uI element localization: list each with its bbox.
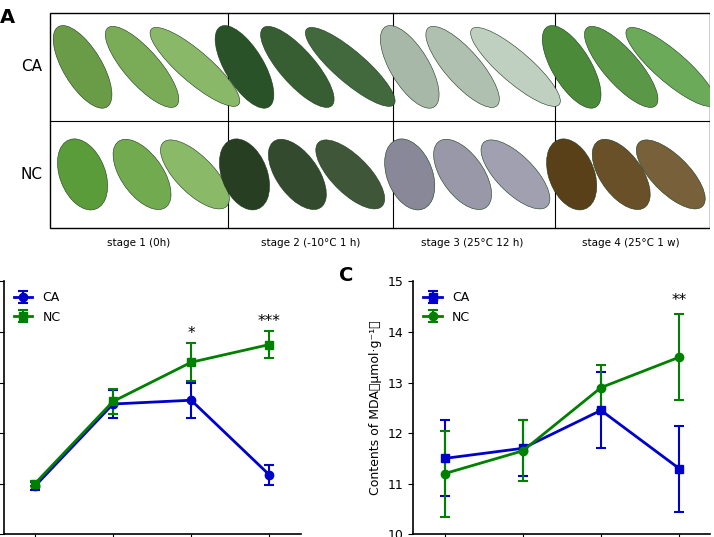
- Ellipse shape: [471, 27, 560, 106]
- Text: stage 2 (-10°C 1 h): stage 2 (-10°C 1 h): [261, 238, 361, 248]
- Ellipse shape: [543, 26, 601, 108]
- Ellipse shape: [381, 26, 439, 108]
- Ellipse shape: [626, 27, 714, 106]
- Ellipse shape: [426, 26, 499, 107]
- Text: **: **: [672, 293, 687, 308]
- Legend: CA, NC: CA, NC: [420, 287, 474, 328]
- Ellipse shape: [306, 27, 395, 106]
- Ellipse shape: [546, 139, 597, 210]
- Ellipse shape: [268, 139, 326, 209]
- Ellipse shape: [385, 139, 435, 210]
- Text: stage 4 (25°C 1 w): stage 4 (25°C 1 w): [583, 238, 680, 248]
- Ellipse shape: [481, 140, 550, 209]
- Text: stage 3 (25°C 12 h): stage 3 (25°C 12 h): [421, 238, 523, 248]
- Legend: CA, NC: CA, NC: [10, 287, 64, 328]
- Bar: [49, 13, 710, 228]
- Ellipse shape: [150, 27, 240, 106]
- Ellipse shape: [585, 26, 658, 107]
- Ellipse shape: [54, 26, 112, 108]
- Text: A: A: [0, 8, 15, 27]
- Ellipse shape: [161, 140, 229, 209]
- Text: CA: CA: [21, 60, 42, 75]
- Text: C: C: [339, 266, 353, 285]
- Text: *: *: [187, 326, 195, 341]
- Text: ***: ***: [258, 314, 281, 329]
- Ellipse shape: [219, 139, 270, 210]
- Ellipse shape: [316, 140, 385, 209]
- Ellipse shape: [215, 26, 274, 108]
- Ellipse shape: [113, 139, 171, 209]
- Ellipse shape: [636, 140, 705, 209]
- Ellipse shape: [57, 139, 108, 210]
- Text: stage 1 (0h): stage 1 (0h): [107, 238, 171, 248]
- Ellipse shape: [433, 139, 491, 209]
- Ellipse shape: [592, 139, 650, 209]
- Y-axis label: Contents of MDA（μmol·g⁻¹）: Contents of MDA（μmol·g⁻¹）: [369, 321, 382, 495]
- Ellipse shape: [105, 26, 178, 107]
- Text: NC: NC: [21, 167, 42, 182]
- Ellipse shape: [261, 26, 334, 107]
